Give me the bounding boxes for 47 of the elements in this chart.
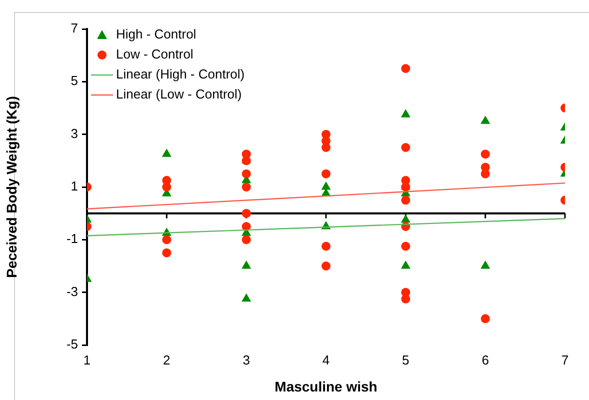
y-tick-label: 3 (70, 126, 78, 141)
point (322, 262, 330, 270)
point (162, 182, 172, 192)
point (480, 314, 490, 324)
y-tick-label: 5 (70, 73, 78, 88)
x-tick-label: 2 (163, 352, 170, 368)
point (480, 260, 490, 269)
point (480, 150, 490, 159)
point (321, 182, 331, 190)
legend-label: Linear (Low - Control) (116, 86, 242, 102)
legend-label: Low - Control (116, 46, 194, 62)
point (322, 242, 330, 251)
y-tick-label: -1 (66, 231, 78, 246)
x-tick-label: 4 (322, 352, 330, 368)
y-tick-label: 1 (70, 178, 78, 194)
point (322, 169, 330, 178)
point (401, 64, 410, 73)
point (162, 248, 172, 258)
point (162, 235, 172, 244)
point (401, 143, 410, 152)
y-axis-title: Peceived Body Weight (Kg) (3, 96, 20, 278)
y-tick-label: 7 (70, 20, 78, 36)
point (400, 109, 410, 118)
point (242, 222, 251, 231)
point (401, 242, 410, 251)
legend-label: High - Control (116, 26, 196, 42)
point (242, 208, 251, 218)
point (242, 293, 252, 302)
x-tick-label: 5 (402, 352, 410, 368)
legend-label: Linear (High - Control) (116, 66, 245, 82)
point (322, 143, 330, 152)
x-tick-label: 1 (83, 352, 91, 368)
x-tick-label: 7 (561, 352, 569, 368)
point (162, 148, 172, 157)
x-axis-title: Masculine wish (274, 378, 378, 394)
x-tick-label: 3 (242, 352, 250, 368)
point (242, 169, 251, 178)
point (242, 182, 251, 192)
point (400, 214, 410, 223)
point (242, 235, 251, 244)
point (400, 260, 410, 269)
point (401, 196, 410, 205)
point (480, 116, 490, 124)
point (242, 260, 252, 269)
y-tick-label: -5 (66, 336, 78, 352)
x-tick-label: 6 (482, 352, 489, 368)
y-tick-label: -3 (66, 284, 78, 299)
